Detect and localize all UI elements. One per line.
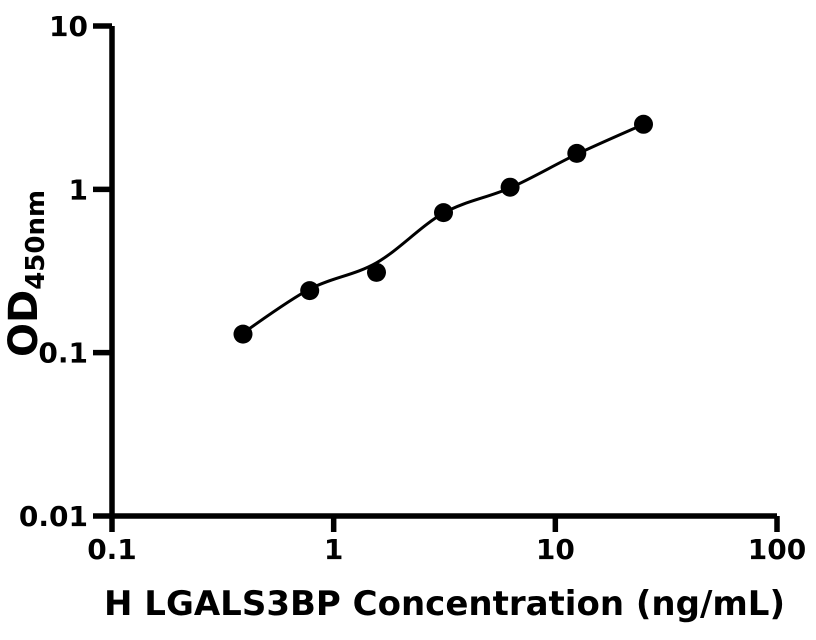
y-axis-title: OD450nm bbox=[1, 190, 59, 357]
x-tick-label: 1 bbox=[324, 533, 343, 566]
data-point-marker bbox=[300, 281, 320, 301]
data-point-marker bbox=[233, 324, 253, 344]
x-tick-label: 100 bbox=[748, 533, 806, 566]
data-point-marker bbox=[500, 177, 520, 197]
x-tick-label: 0.1 bbox=[87, 533, 137, 566]
y-tick-label: 0.01 bbox=[19, 500, 88, 533]
y-axis-title-main: OD bbox=[1, 289, 47, 357]
axes-spines bbox=[109, 26, 777, 519]
y-tick-label: 1 bbox=[69, 173, 88, 206]
data-point-marker bbox=[434, 203, 453, 223]
x-tick-label: 10 bbox=[536, 533, 575, 566]
y-axis-title-subscript: 450nm bbox=[21, 189, 51, 290]
data-point-marker bbox=[367, 262, 386, 282]
y-tick-label: 0.1 bbox=[38, 337, 88, 370]
data-point-marker bbox=[634, 114, 653, 134]
y-tick-label: 10 bbox=[49, 10, 88, 43]
data-point-marker bbox=[567, 143, 587, 163]
x-axis-title: H LGALS3BP Concentration (ng/mL) bbox=[104, 584, 785, 624]
